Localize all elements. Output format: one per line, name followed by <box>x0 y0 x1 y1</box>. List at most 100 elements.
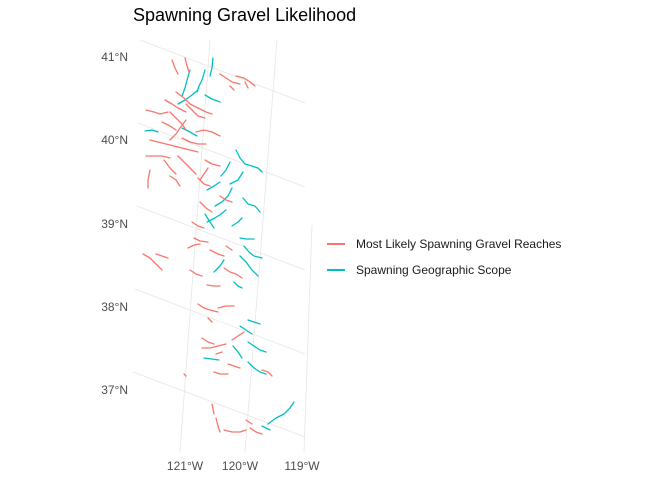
likely-reach <box>231 331 245 341</box>
likely-reach <box>169 175 181 187</box>
likely-reach <box>164 99 187 113</box>
scope-reach <box>214 187 233 207</box>
likely-reach <box>197 107 213 115</box>
likely-reach <box>181 137 207 145</box>
grid-line-lon-120 <box>244 39 278 453</box>
likely-reach <box>191 221 205 229</box>
lat-label-41: 41°N <box>101 50 128 64</box>
grid-line-lon-119 <box>303 224 313 453</box>
likely-reach <box>215 351 223 355</box>
map-title: Spawning Gravel Likelihood <box>133 5 357 25</box>
likely-reach <box>227 363 241 369</box>
scope-reach <box>247 361 267 375</box>
likely-reach <box>217 305 235 309</box>
likely-reach <box>215 417 221 433</box>
likely-reach <box>206 284 221 287</box>
scope-reach <box>242 197 261 213</box>
lon-label-119: 119°W <box>284 459 320 473</box>
lat-label-38: 38°N <box>101 300 128 314</box>
likely-reach <box>173 145 199 153</box>
likely-reach <box>229 85 235 91</box>
likely-reaches <box>142 57 273 435</box>
grid-line-lat-41 <box>139 39 306 104</box>
scope-reach <box>213 259 225 273</box>
likely-reach <box>204 159 221 167</box>
scope-reach <box>181 127 198 137</box>
scope-reach <box>243 245 263 259</box>
likely-reach <box>169 119 187 141</box>
scope-reaches <box>144 57 295 431</box>
grid-line-lat-38 <box>134 288 306 355</box>
likely-reach <box>145 109 169 115</box>
scope-reach <box>267 401 295 425</box>
likely-reach <box>245 419 253 425</box>
scope-reach <box>177 89 199 105</box>
likely-reach <box>149 139 175 147</box>
likely-reach <box>209 249 225 257</box>
scope-reach <box>247 319 261 325</box>
likely-reach <box>145 155 171 159</box>
likely-reach <box>201 337 215 345</box>
likely-reach <box>244 81 249 89</box>
likely-reach <box>199 167 209 181</box>
legend-label-scope: Spawning Geographic Scope <box>356 263 512 277</box>
likely-reach <box>223 267 243 279</box>
lat-label-37: 37°N <box>101 383 128 397</box>
likely-reach <box>189 269 203 277</box>
scope-reach <box>220 161 231 177</box>
lon-label-120: 120°W <box>222 459 259 473</box>
likely-reach <box>249 427 263 435</box>
scope-reach <box>204 94 221 103</box>
scope-reach <box>239 237 255 240</box>
scope-reach <box>181 69 191 97</box>
scope-reach <box>235 149 263 173</box>
scope-reach <box>231 217 243 227</box>
legend-item-scope: Spawning Geographic Scope <box>327 260 561 280</box>
lon-label-121: 121°W <box>167 459 204 473</box>
likely-reach <box>201 343 227 349</box>
scope-reach <box>261 425 271 431</box>
likely-reach <box>219 73 241 85</box>
likely-reach <box>169 111 187 131</box>
likely-reach <box>211 403 215 415</box>
scope-reach <box>239 255 259 277</box>
likely-reach <box>161 121 177 131</box>
likely-reach <box>155 253 169 259</box>
likely-reach <box>207 317 213 323</box>
scope-reach <box>204 213 215 229</box>
legend-item-likely: Most Likely Spawning Gravel Reaches <box>327 234 561 254</box>
scope-reach <box>229 171 244 185</box>
likely-reach <box>213 371 229 375</box>
likely-reach <box>261 369 273 377</box>
grid-line-lat-37 <box>132 371 306 438</box>
scope-reach <box>206 209 227 223</box>
scope-reach <box>247 341 267 353</box>
legend-label-likely: Most Likely Spawning Gravel Reaches <box>356 237 562 251</box>
scope-reach <box>232 345 243 359</box>
scope-reach <box>196 69 206 93</box>
likely-reach <box>235 75 256 87</box>
legend-key-scope <box>327 269 345 271</box>
likely-reach <box>142 253 163 271</box>
grid-line-lat-39 <box>136 205 306 271</box>
likely-reach <box>193 237 209 243</box>
scope-reach <box>144 129 159 133</box>
likely-reach <box>187 243 201 249</box>
legend-key-likely <box>327 243 345 245</box>
scope-reach <box>206 181 221 191</box>
likely-reach <box>147 169 151 189</box>
likely-reach <box>171 59 179 75</box>
likely-reach <box>223 429 247 433</box>
likely-reach <box>199 201 213 213</box>
likely-reach <box>184 57 190 73</box>
likely-reach <box>185 103 206 119</box>
likely-reach <box>225 245 233 251</box>
likely-reach <box>197 303 219 313</box>
likely-reach <box>177 155 197 175</box>
scope-reach <box>233 281 243 289</box>
likely-reach <box>175 91 199 109</box>
grid-line-lat-40 <box>137 122 306 188</box>
likely-reach <box>219 195 233 203</box>
likely-reach <box>183 373 187 377</box>
